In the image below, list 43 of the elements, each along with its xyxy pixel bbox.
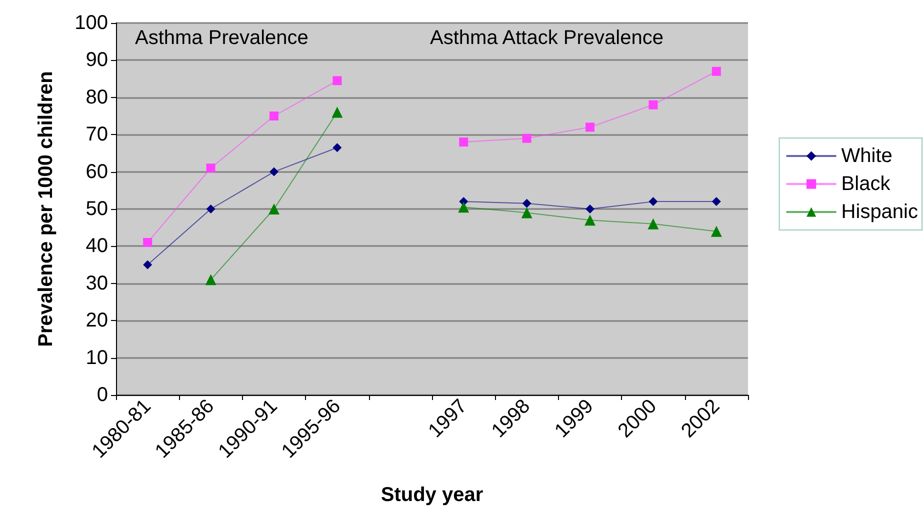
y-tick-label: 30 [86, 272, 108, 294]
y-tick-label: 90 [86, 49, 108, 72]
point [522, 134, 532, 143]
point [712, 66, 721, 76]
point [332, 76, 342, 86]
point [586, 204, 594, 214]
point [586, 122, 594, 132]
point [270, 167, 278, 176]
point [522, 198, 532, 208]
point [459, 138, 468, 147]
point [332, 106, 343, 118]
y-axis-title: Prevalence per 1000 children [35, 71, 57, 347]
point [584, 214, 596, 226]
point [268, 204, 280, 214]
point [143, 238, 152, 247]
point [205, 274, 216, 286]
annotation: Asthma Attack Prevalence [430, 27, 664, 49]
y-tick-label: 70 [86, 124, 108, 146]
point [143, 260, 152, 270]
legend-label: Black [841, 173, 892, 195]
y-tick-label: 50 [86, 198, 108, 220]
y-tick-label: 10 [86, 346, 108, 369]
point [648, 197, 658, 206]
point [648, 218, 659, 230]
point [332, 143, 342, 152]
legend-label: Hispanic [841, 201, 918, 223]
y-tick-label: 0 [96, 384, 108, 406]
point [458, 202, 470, 213]
legend-label: White [841, 145, 892, 167]
point [206, 164, 216, 173]
y-tick-label: 100 [74, 12, 108, 34]
annotation: Asthma Prevalence [135, 27, 308, 49]
y-tick-label: 80 [86, 86, 108, 108]
point [710, 226, 722, 237]
y-tick-label: 60 [86, 160, 108, 183]
y-tick-label: 20 [86, 310, 108, 332]
point [521, 207, 532, 218]
point [206, 204, 216, 214]
point [712, 197, 721, 206]
y-tick-label: 40 [86, 235, 108, 258]
point [648, 100, 658, 110]
x-axis-title: Study year [380, 484, 484, 506]
point [270, 112, 278, 120]
